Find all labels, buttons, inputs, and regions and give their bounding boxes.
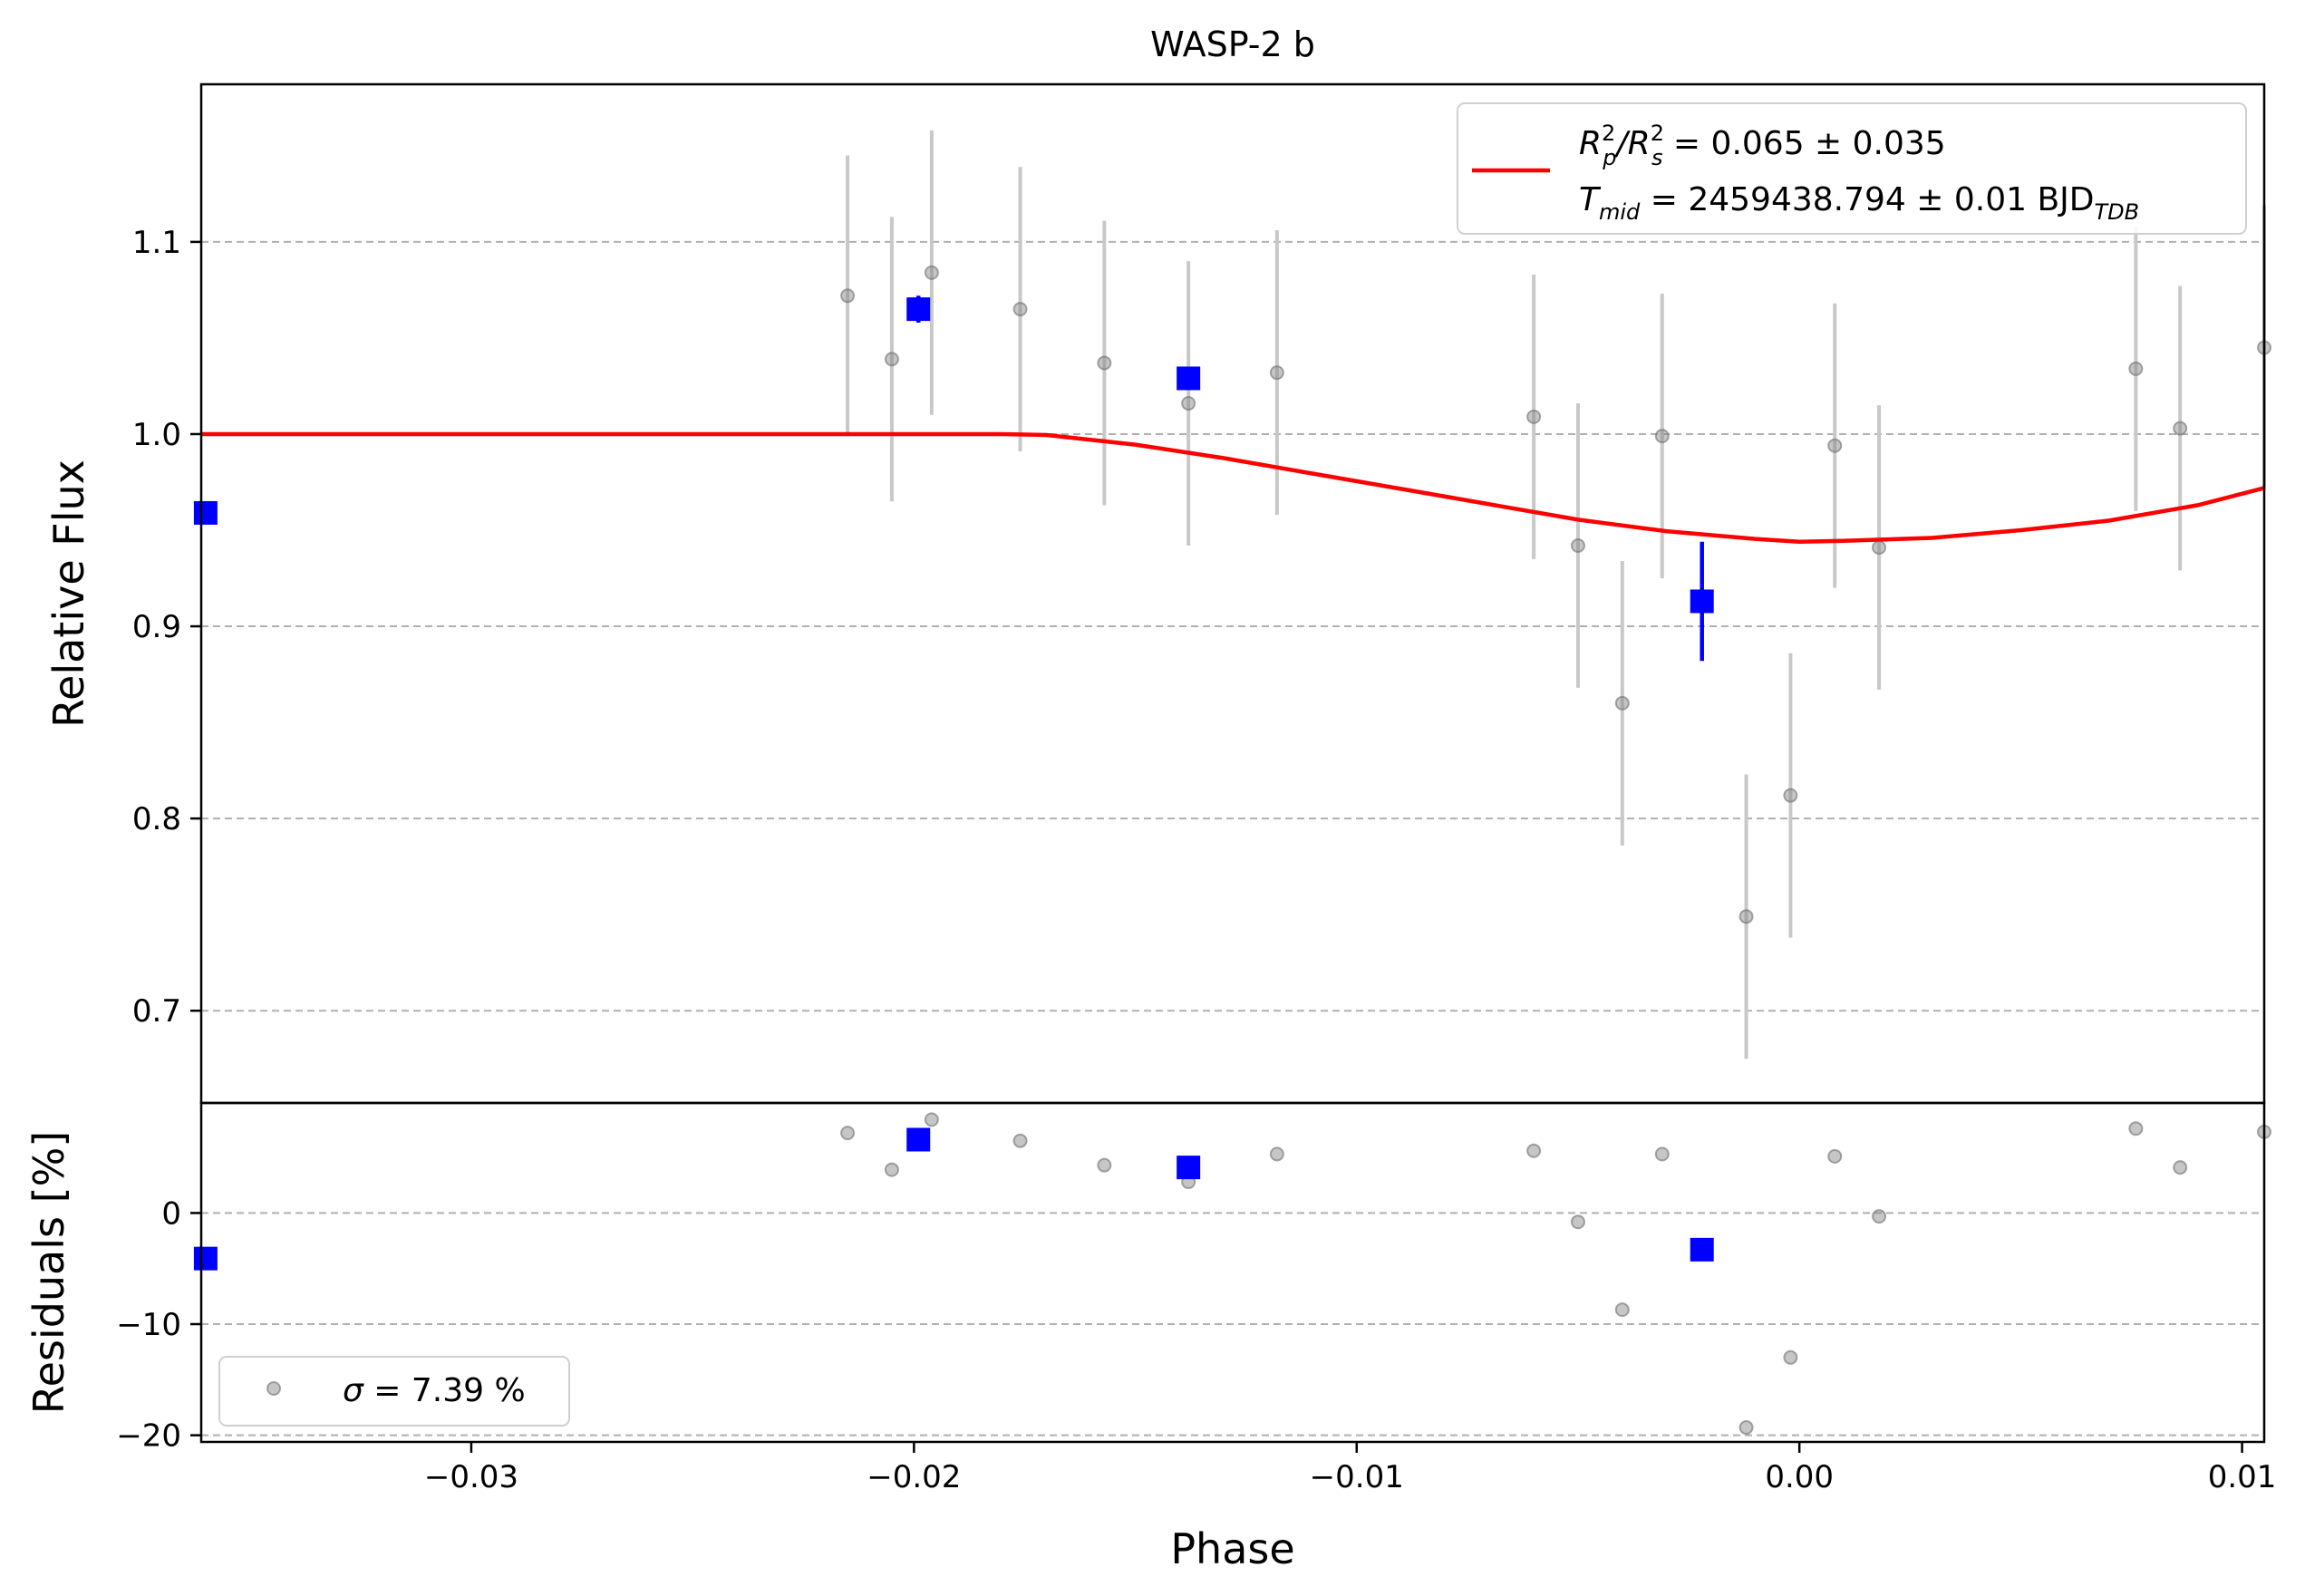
flux-raw-point [1181,396,1196,411]
flux-raw-point [2128,361,2144,376]
flux-panel: 0.7 0.8 0.9 1.0 1.1 R2 p/R2 s = 0.065 ± 0.035 … [44,82,2271,1105]
residuals-gridlines [201,1212,2264,1436]
flux-raw-point [1827,438,1843,453]
flux-raw-point [1738,909,1754,924]
residuals-raw-point [884,1162,899,1177]
flux-raw-point [840,288,856,304]
residuals-y-tick-label: −20 [116,1418,181,1455]
residuals-raw-point [1269,1146,1284,1162]
flux-raw-point [1012,302,1028,317]
flux-binned-point [906,297,931,322]
residuals-legend-marker [266,1381,281,1396]
flux-binned-point [1177,366,1201,391]
residuals-raw-point [2173,1160,2188,1175]
flux-raw-point [924,265,939,280]
residuals-binned-point [1177,1156,1201,1180]
residuals-y-ticks: −20 −10 0 [116,1195,201,1455]
residuals-legend-box [218,1356,570,1427]
residuals-binned-point [1690,1237,1714,1262]
flux-legend: R2 p/R2 s = 0.065 ± 0.035 Tmid = 2459438.7… [1457,102,2247,235]
residuals-raw-point [1012,1133,1028,1148]
flux-raw-point [1097,355,1112,371]
phase-x-tick-label: −0.01 [1310,1459,1404,1495]
phase-x-ticks: −0.03 −0.02 −0.01 0.00 0.01 [424,1442,2277,1495]
residuals-raw-point [1526,1143,1542,1158]
residuals-binned-point [193,1246,218,1271]
residuals-panel: −20 −10 0 −0.03 −0.02 −0.01 0.00 0.01 σ = 7.39… [24,1101,2277,1573]
flux-raw-point [1614,695,1630,711]
residuals-raw-point [1827,1148,1843,1164]
residuals-raw-point [1872,1209,1887,1224]
residuals-raw-point [1570,1214,1585,1230]
flux-legend-tmid: Tmid = 2459438.794 ± 0.01 BJDTDB [1579,181,2139,225]
flux-raw-points [840,265,2271,924]
flux-raw-point [1783,788,1798,803]
residuals-y-axis-label: Residuals [%] [24,1131,73,1414]
residuals-raw-point [2128,1121,2144,1137]
residuals-raw-point [1783,1349,1798,1365]
flux-raw-point [1526,409,1542,424]
phase-x-tick-label: 0.00 [1765,1459,1834,1495]
flux-y-ticks: 0.7 0.8 0.9 1.0 1.1 [132,225,201,1030]
flux-y-axis-label: Relative Flux [44,459,93,728]
residuals-y-tick-label: 0 [161,1195,181,1232]
residuals-raw-point [840,1126,856,1141]
flux-legend-rp-rs: R2 p/R2 s = 0.065 ± 0.035 [1579,121,1946,170]
flux-raw-point [1872,540,1887,556]
flux-error-bars [846,130,2266,1059]
chart-title: WASP-2 b [1150,24,1315,64]
flux-y-tick-label: 1.0 [132,417,181,453]
flux-binned-point [1690,589,1714,614]
flux-raw-point [1269,365,1284,381]
flux-raw-point [1654,429,1670,444]
flux-y-tick-label: 0.9 [132,609,181,645]
residuals-raw-point [1614,1302,1630,1318]
residuals-legend-sigma: σ = 7.39 % [343,1372,526,1409]
flux-y-tick-label: 1.1 [132,225,181,261]
flux-y-tick-label: 0.8 [132,801,181,837]
residuals-binned-points [193,1127,1714,1271]
residuals-axes-frame [199,1101,2266,1444]
transit-model-line [201,431,2265,544]
phase-x-tick-label: −0.03 [424,1459,518,1495]
residuals-y-tick-label: −10 [116,1307,181,1343]
residuals-raw-point [924,1112,939,1127]
x-axis-label: Phase [1170,1524,1294,1573]
flux-y-tick-label: 0.7 [132,993,181,1030]
flux-raw-point [884,352,899,367]
residuals-legend: σ = 7.39 % [218,1356,570,1427]
phase-x-tick-label: 0.01 [2208,1459,2277,1495]
flux-raw-point [2173,421,2188,436]
residuals-binned-point [906,1127,931,1152]
phase-x-tick-label: −0.02 [867,1459,961,1495]
flux-legend-box [1457,102,2247,235]
residuals-raw-point [1738,1420,1754,1436]
flux-raw-point [1570,537,1585,553]
residuals-raw-point [1097,1157,1112,1173]
residuals-raw-point [1654,1146,1670,1162]
flux-binned-point [193,500,218,525]
flux-binned-points [193,295,1714,662]
